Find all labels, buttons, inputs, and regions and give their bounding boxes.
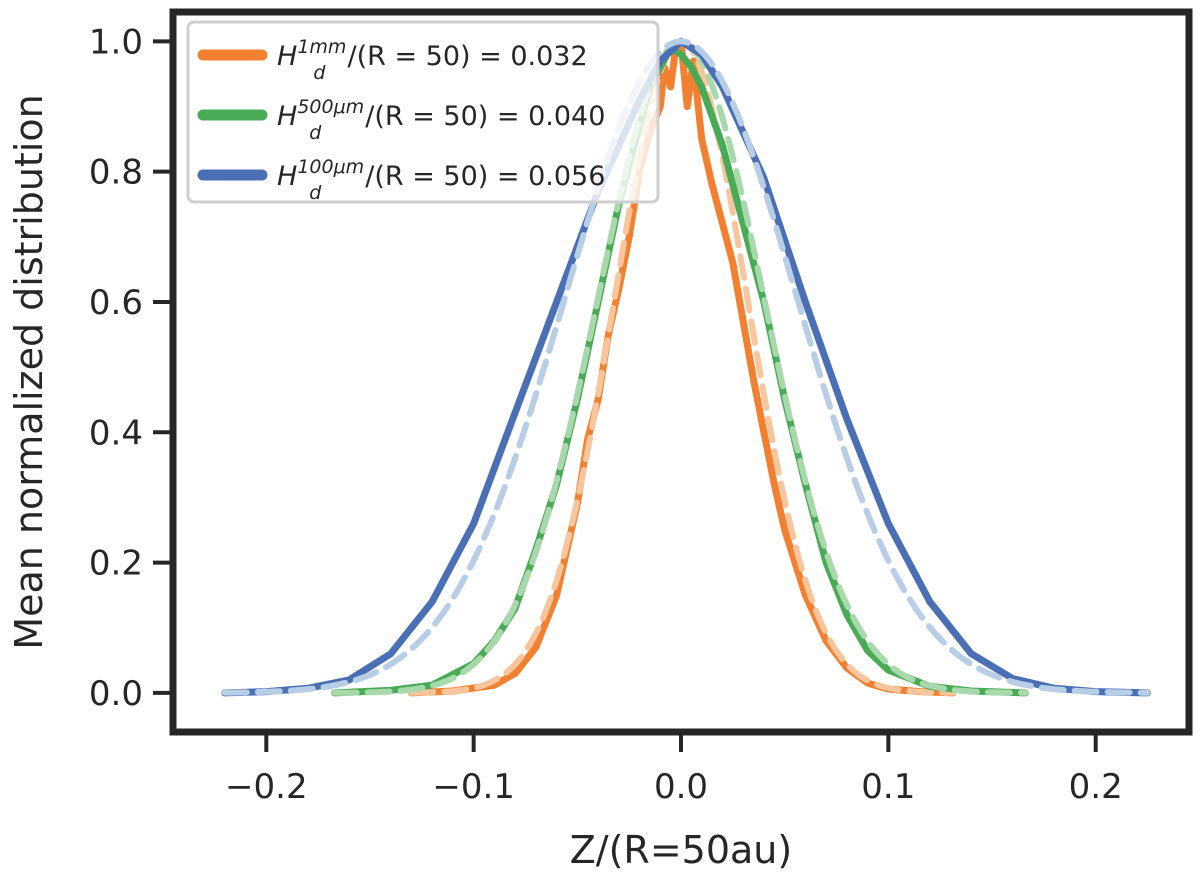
y-tick-label: 0.2 bbox=[89, 544, 143, 584]
x-tick-label: −0.1 bbox=[432, 767, 515, 807]
x-axis-label: Z/(R=50au) bbox=[570, 828, 792, 872]
y-tick-label: 0.6 bbox=[89, 283, 143, 323]
y-tick-label: 0.8 bbox=[89, 153, 143, 193]
x-tick-label: 0.0 bbox=[654, 767, 708, 807]
y-tick-label: 0.4 bbox=[89, 413, 143, 453]
curves bbox=[221, 37, 1151, 697]
legend: H1mm d/(R = 50) = 0.032 H500μm d/(R = 50) =… bbox=[186, 20, 660, 204]
ticks: −0.2 −0.1 0.0 0.1 0.2 0.0 0.2 0.4 0.6 0.8 1.0 bbox=[89, 22, 1123, 807]
y-axis-label: Mean normalized distribution bbox=[7, 94, 51, 649]
y-tick-label: 0.0 bbox=[89, 674, 143, 714]
series-fit-2 bbox=[221, 38, 1151, 696]
x-tick-label: −0.2 bbox=[225, 767, 308, 807]
legend-label-0: H1mm d/(R = 50) = 0.032 bbox=[277, 36, 588, 84]
x-tick-label: 0.1 bbox=[861, 767, 915, 807]
plot-frame bbox=[169, 8, 1193, 736]
legend-box bbox=[186, 20, 660, 204]
legend-label-2: H100μm d/(R = 50) = 0.056 bbox=[277, 156, 605, 204]
x-tick-label: 0.2 bbox=[1069, 767, 1123, 807]
y-tick-label: 1.0 bbox=[89, 22, 143, 62]
legend-label-1: H500μm d/(R = 50) = 0.040 bbox=[277, 96, 605, 144]
